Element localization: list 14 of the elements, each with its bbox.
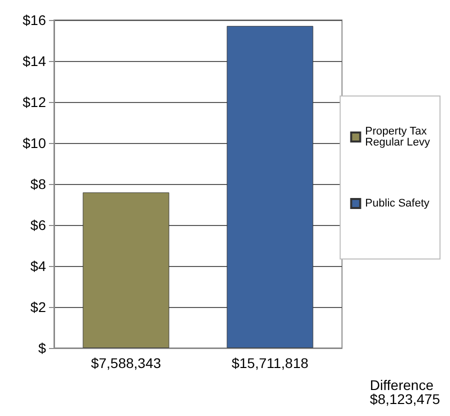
y-tick-label: $12: [22, 94, 46, 110]
y-tick-label: $2: [30, 299, 46, 315]
y-tick-label: $6: [30, 217, 46, 233]
y-tick-label: $14: [22, 53, 46, 69]
y-tick-label: $8: [30, 176, 46, 192]
y-tick-label: $16: [22, 12, 46, 28]
legend-label: Property Tax Regular Levy: [365, 126, 430, 148]
text: Difference $8,123,475: [370, 377, 440, 407]
y-tick-label: $10: [22, 135, 46, 151]
legend-label: Public Safety: [365, 198, 430, 210]
x-tick-label: $7,588,343: [90, 355, 162, 371]
y-tick-label: $: [38, 340, 46, 356]
y-tick-label: $4: [30, 258, 46, 274]
x-tick-label: $15,711,818: [232, 355, 309, 371]
